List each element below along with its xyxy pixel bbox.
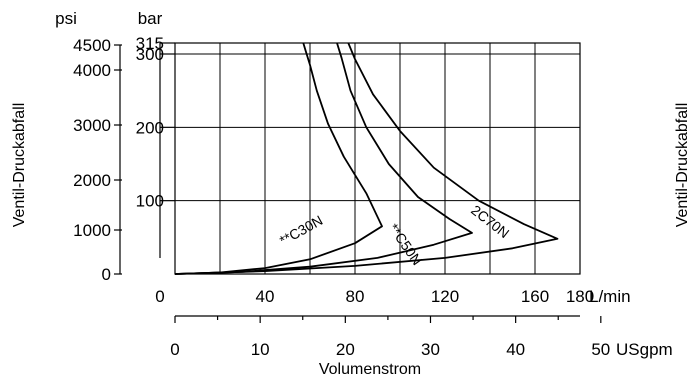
psi-tick-label: 2000: [73, 171, 111, 190]
x2-tick-label: 50: [591, 340, 610, 359]
frame-layer: [114, 42, 602, 323]
grid-layer: [175, 43, 580, 274]
x-unit-primary: L/min: [589, 287, 631, 306]
y-axis-title-left: Ventil-Druckabfall: [11, 103, 28, 228]
bar-tick-label: 100: [136, 192, 164, 211]
y-unit-secondary: psi: [55, 9, 77, 28]
x-tick-label: 180: [566, 287, 594, 306]
x-tick-label: 40: [256, 287, 275, 306]
bar-tick-label: 200: [136, 118, 164, 137]
psi-tick-label: 1000: [73, 221, 111, 240]
x2-tick-label: 20: [336, 340, 355, 359]
series-label-0: **C30N: [277, 212, 326, 249]
y-axis-title-right: Ventil-Druckabfall: [674, 103, 691, 228]
plot-frame: [174, 42, 581, 275]
y-unit-primary: bar: [138, 9, 163, 28]
x-axis-title: Volumenstrom: [319, 361, 421, 378]
psi-tick-label: 0: [102, 265, 111, 284]
bar-tick-label: 315: [136, 34, 164, 53]
x-tick-label: 120: [431, 287, 459, 306]
x2-tick-label: 10: [251, 340, 270, 359]
series-line-1: [174, 42, 473, 275]
x-tick-label: 80: [346, 287, 365, 306]
series-line-2: [174, 42, 559, 275]
series-line-0: [174, 42, 383, 275]
x2-tick-label: 40: [506, 340, 525, 359]
x2-tick-label: 30: [421, 340, 440, 359]
x-unit-secondary: USgpm: [616, 340, 673, 359]
bar-tick-label: 300: [136, 45, 164, 64]
curves-layer: [174, 42, 559, 275]
x-tick-label: 0: [155, 287, 164, 306]
psi-tick-label: 4000: [73, 61, 111, 80]
psi-tick-label: 3000: [73, 116, 111, 135]
x-tick-label: 160: [521, 287, 549, 306]
x2-tick-label: 0: [170, 340, 179, 359]
psi-tick-label: 4500: [73, 36, 111, 55]
